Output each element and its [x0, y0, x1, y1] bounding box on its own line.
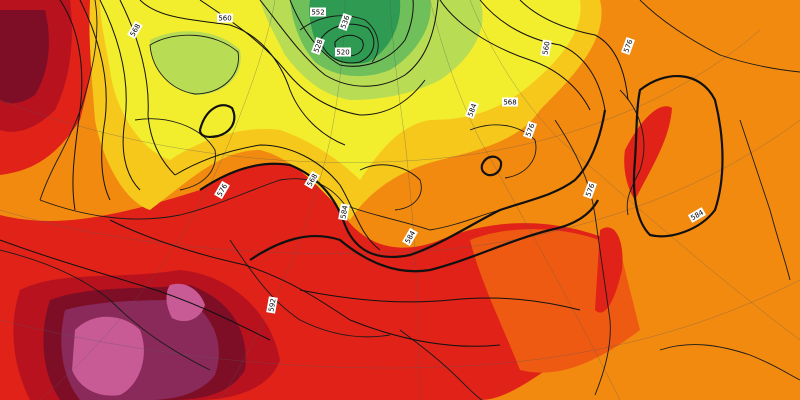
contour-label-text: 560 — [541, 41, 551, 56]
temperature-field-light-green-2 — [150, 31, 241, 95]
contour-label: 560 — [217, 13, 233, 23]
temperature-field-pink-2 — [166, 283, 205, 322]
temperature-field-red-patch-sw — [0, 229, 39, 277]
contour-label-bg — [266, 296, 278, 314]
contour-label-bg — [583, 180, 597, 200]
temperature-field-deep-green — [309, 0, 401, 64]
contour-label-bg — [335, 47, 351, 57]
contour-label-bg — [621, 36, 635, 56]
geopotential-contours — [0, 0, 724, 347]
contour-label: 552 — [310, 7, 326, 17]
temperature-field-red-east-coast — [595, 227, 623, 313]
contour-label: 584 — [338, 203, 350, 221]
contour-label-text: 520 — [336, 49, 349, 57]
contour-label-text: 552 — [311, 9, 324, 17]
contour-label-bg — [217, 13, 233, 23]
contour-label-bg — [310, 7, 326, 17]
contour-label-text: 592 — [267, 298, 277, 313]
contour-label-bg — [502, 97, 518, 107]
contour-label: 568 — [502, 97, 518, 107]
contour-label-bg — [465, 100, 479, 120]
contour-label-bg — [687, 207, 707, 223]
contour-label-bg — [304, 170, 320, 190]
contour-label: 592 — [266, 296, 278, 314]
contour-label-bg — [127, 20, 143, 40]
contour-label-bg — [402, 227, 418, 247]
contour-label-text: 584 — [339, 204, 349, 219]
temperature-field-pink — [72, 316, 144, 396]
contour-label-bg — [214, 180, 230, 200]
contour-label-bg — [540, 39, 552, 57]
contour-label-text: 560 — [218, 15, 231, 23]
contour-label: 560 — [540, 39, 552, 57]
contour-label-bg — [338, 12, 352, 32]
temperature-field-red-pacific — [624, 106, 672, 200]
contour-label-bg — [338, 203, 350, 221]
temperature-field-maroon-northwest — [0, 10, 49, 104]
contour-label: 520 — [335, 47, 351, 57]
contour-label-bg — [311, 36, 325, 56]
temperature-field-red-orange — [470, 229, 640, 373]
contour-label-text: 568 — [503, 99, 516, 107]
contour-label-bg — [523, 120, 537, 140]
